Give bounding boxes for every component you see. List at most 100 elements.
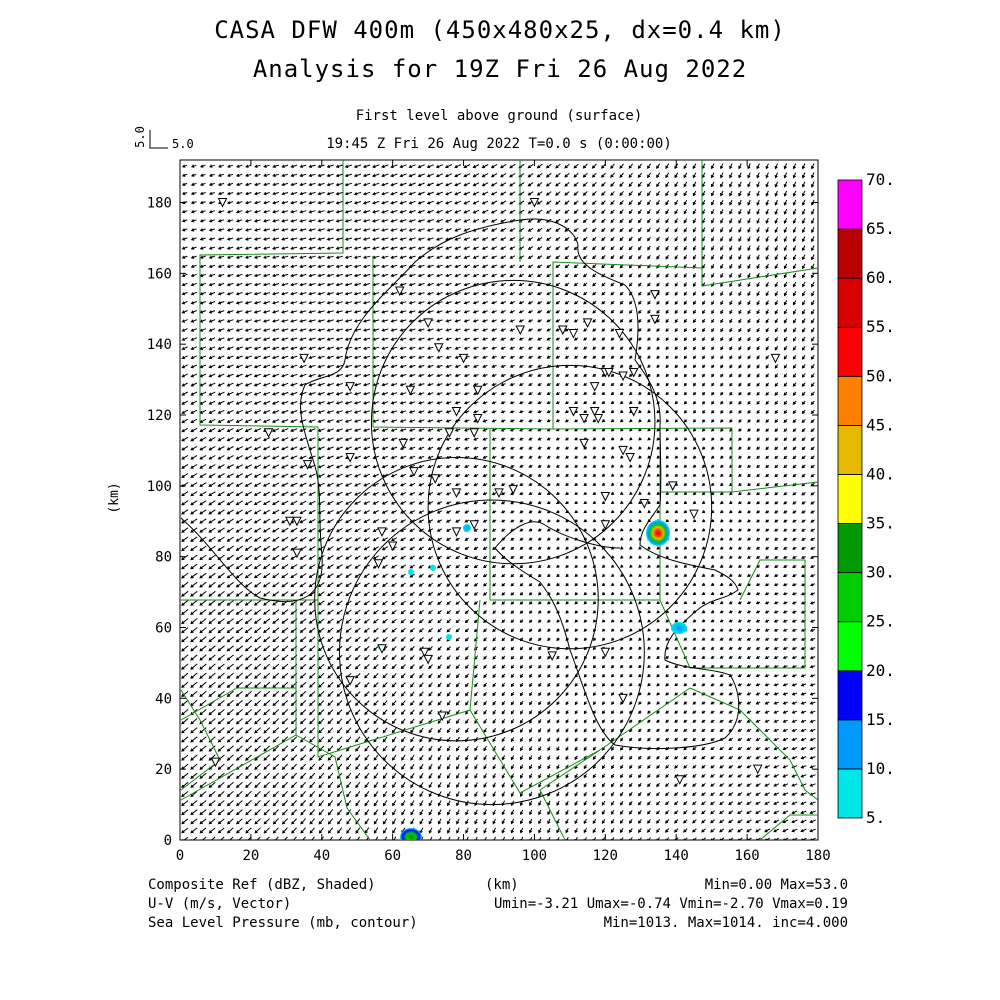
wind-vector <box>190 491 198 497</box>
wind-vector <box>746 546 751 550</box>
wind-vector <box>628 373 633 378</box>
wind-vector <box>390 464 398 469</box>
wind-vector <box>574 473 578 477</box>
wind-vector <box>747 163 751 170</box>
wind-vector <box>719 792 725 796</box>
wind-vector <box>181 500 189 506</box>
wind-vector <box>710 464 715 468</box>
wind-vector <box>619 419 624 423</box>
wind-vector <box>538 737 542 742</box>
wind-vector <box>692 664 697 668</box>
wind-vector <box>674 227 679 233</box>
wind-vector <box>538 728 542 733</box>
wind-vector <box>747 428 751 432</box>
wind-vector <box>546 391 551 395</box>
wind-vector <box>318 763 325 770</box>
wind-vector <box>353 264 362 269</box>
wind-vector <box>546 191 552 196</box>
wind-vector <box>638 828 642 833</box>
wind-vector <box>683 646 688 650</box>
wind-vector <box>199 772 207 779</box>
wind-vector <box>519 592 524 596</box>
wind-vector <box>683 410 688 414</box>
wind-vector <box>262 554 271 560</box>
wind-vector <box>363 600 370 606</box>
wind-vector <box>683 401 688 405</box>
wind-vector <box>538 746 542 752</box>
wind-vector <box>226 228 234 232</box>
wind-vector <box>729 309 733 315</box>
wind-vector <box>583 800 587 806</box>
wind-vector <box>665 500 669 505</box>
wind-vector <box>500 246 507 250</box>
wind-vector <box>647 200 651 206</box>
wind-vector <box>463 401 470 405</box>
wind-vector <box>353 401 362 405</box>
wind-vector <box>500 182 507 187</box>
wind-vector <box>181 409 189 414</box>
wind-vector <box>318 672 325 679</box>
wind-vector <box>647 364 651 369</box>
wind-vector <box>326 491 334 496</box>
wind-vector <box>344 182 353 187</box>
wind-vector <box>755 719 761 723</box>
wind-vector <box>555 319 561 323</box>
wind-vector <box>308 355 316 360</box>
wind-vector <box>190 237 197 241</box>
wind-vector <box>426 264 434 269</box>
wind-vector <box>737 637 742 641</box>
wind-vector <box>372 491 380 496</box>
wind-vector <box>318 663 325 670</box>
wind-vector <box>263 228 270 232</box>
wind-vector <box>363 546 370 551</box>
wind-vector <box>601 291 606 296</box>
wind-vector <box>445 310 452 314</box>
wind-vector <box>463 346 470 350</box>
wind-vector <box>491 510 497 514</box>
wind-vector <box>719 519 724 523</box>
wind-vector <box>692 190 697 197</box>
wind-vector <box>263 164 270 168</box>
wind-vector <box>692 683 697 687</box>
wind-vector <box>591 181 597 187</box>
wind-vector <box>746 819 752 824</box>
wind-vector <box>208 781 216 788</box>
wind-vector <box>383 836 388 840</box>
wind-vector <box>373 782 379 789</box>
wind-vector <box>773 701 779 705</box>
wind-vector <box>326 337 334 341</box>
wind-vector <box>299 246 307 250</box>
wind-vector <box>756 218 760 224</box>
wind-vector <box>354 645 361 652</box>
wind-vector <box>308 219 316 223</box>
wind-vector <box>783 546 788 550</box>
wind-vector <box>547 701 551 706</box>
wind-vector <box>564 255 570 259</box>
wind-vector <box>208 536 216 542</box>
wind-vector <box>629 701 633 705</box>
wind-vector <box>281 491 289 496</box>
wind-vector <box>711 309 715 315</box>
wind-vector <box>373 636 379 642</box>
wind-vector <box>546 209 552 214</box>
wind-vector <box>556 755 560 761</box>
wind-vector <box>456 836 460 840</box>
wind-vector <box>372 282 380 287</box>
wind-vector <box>719 719 724 723</box>
wind-vector <box>336 718 343 725</box>
wind-vector <box>783 428 788 432</box>
wind-vector <box>244 690 253 698</box>
wind-vector <box>418 501 425 505</box>
wind-vector <box>345 518 352 523</box>
wind-vector <box>783 391 788 396</box>
wind-vector <box>262 437 271 442</box>
wind-vector <box>665 419 669 423</box>
wind-vector <box>464 619 470 624</box>
wind-vector <box>355 727 361 734</box>
wind-vector <box>719 528 724 532</box>
wind-vector <box>555 218 561 223</box>
wind-vector <box>456 809 460 816</box>
wind-vector <box>546 473 551 477</box>
wind-vector <box>309 745 316 752</box>
wind-vector <box>355 790 361 798</box>
